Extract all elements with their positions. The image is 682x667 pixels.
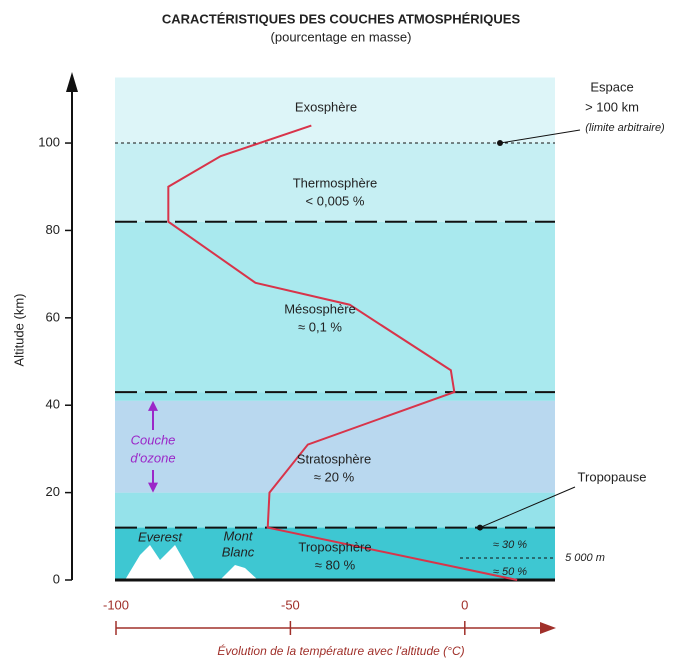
layer-band bbox=[115, 221, 555, 393]
y-tick-label: 20 bbox=[46, 484, 60, 499]
mountain bbox=[220, 565, 258, 580]
y-axis-label: Altitude (km) bbox=[11, 294, 26, 367]
leader bbox=[479, 486, 576, 529]
layer-name: Thermosphère bbox=[293, 175, 378, 190]
y-tick-label: 80 bbox=[46, 222, 60, 237]
layer-share: ≈ 0,1 % bbox=[298, 319, 342, 334]
x-tick-label: -50 bbox=[281, 597, 300, 612]
split-altitude: 5 000 m bbox=[565, 552, 605, 564]
marker bbox=[477, 524, 483, 531]
layer-band bbox=[115, 400, 555, 493]
marker bbox=[497, 140, 503, 147]
layer-name: Mésosphère bbox=[284, 301, 356, 316]
layer-band bbox=[115, 492, 555, 528]
layer-share: ≈ 20 % bbox=[314, 469, 355, 484]
x-axis-label: Évolution de la température avec l'altit… bbox=[217, 643, 464, 658]
tropopause-label: Tropopause bbox=[578, 469, 647, 484]
split-upper: ≈ 30 % bbox=[493, 539, 527, 551]
layer-share: ≈ 80 % bbox=[315, 557, 356, 572]
x-tick-label: -100 bbox=[103, 597, 129, 612]
temperature-line bbox=[167, 124, 518, 581]
layers-background bbox=[115, 77, 555, 580]
layer-name: Troposphère bbox=[298, 539, 371, 554]
space-label: Espace bbox=[590, 79, 633, 94]
y-tick-label: 60 bbox=[46, 309, 60, 324]
layer-name: Exosphère bbox=[295, 99, 357, 114]
chart-title: CARACTÉRISTIQUES DES COUCHES ATMOSPHÉRIQ… bbox=[162, 11, 521, 26]
y-axis-arrow bbox=[66, 72, 78, 92]
ozone-label: d'ozone bbox=[130, 450, 175, 465]
mountain-label: Everest bbox=[138, 529, 183, 544]
split-lower: ≈ 50 % bbox=[493, 566, 527, 578]
ozone-arrowhead bbox=[148, 400, 158, 411]
leader bbox=[499, 129, 581, 144]
ozone-arrowhead bbox=[148, 482, 158, 493]
layer-band bbox=[115, 392, 555, 401]
layer-share: < 0,005 % bbox=[306, 193, 365, 208]
layer-name: Stratosphère bbox=[297, 451, 371, 466]
mountain bbox=[125, 545, 195, 580]
space-note: (limite arbitraire) bbox=[585, 122, 665, 134]
y-tick-label: 100 bbox=[38, 134, 60, 149]
ozone-label-bg bbox=[122, 430, 184, 470]
mountain-label: Mont bbox=[224, 528, 254, 543]
chart-subtitle: (pourcentage en masse) bbox=[271, 29, 412, 44]
layer-band bbox=[115, 143, 555, 222]
x-axis-arrow bbox=[540, 622, 556, 634]
layer-band bbox=[115, 77, 555, 144]
ozone-label: Couche bbox=[131, 432, 176, 447]
y-tick-label: 0 bbox=[53, 571, 60, 586]
x-tick-label: 0 bbox=[461, 597, 468, 612]
y-tick-label: 40 bbox=[46, 397, 60, 412]
space-limit-label: > 100 km bbox=[585, 99, 639, 114]
mountain-label: Blanc bbox=[222, 544, 255, 559]
